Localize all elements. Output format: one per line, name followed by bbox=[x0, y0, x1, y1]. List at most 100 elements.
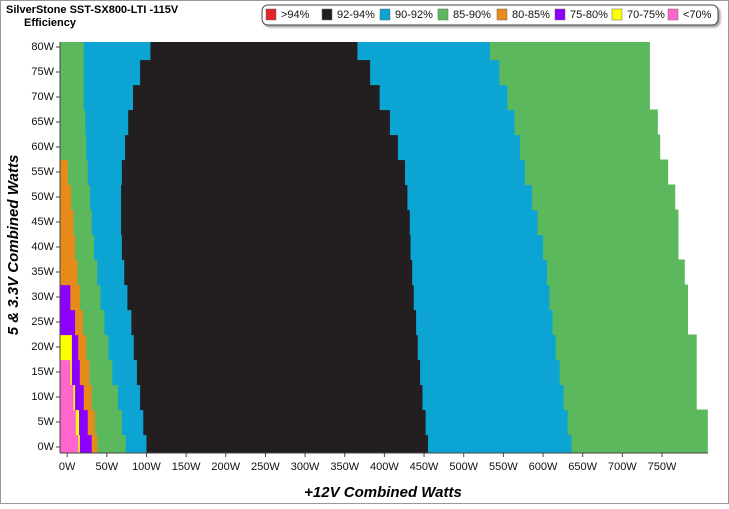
y-axis-title: 5 & 3.3V Combined Watts bbox=[5, 155, 22, 336]
efficiency-region bbox=[507, 84, 650, 111]
efficiency-region bbox=[60, 409, 77, 436]
efficiency-region bbox=[60, 359, 71, 386]
efficiency-region bbox=[409, 209, 539, 236]
efficiency-region bbox=[90, 184, 122, 211]
x-tick-label: 0W bbox=[59, 461, 76, 473]
efficiency-region bbox=[121, 159, 406, 186]
efficiency-region bbox=[87, 159, 123, 186]
efficiency-region bbox=[83, 59, 141, 86]
efficiency-region bbox=[94, 234, 123, 261]
x-axis-title: +12V Combined Watts bbox=[304, 484, 462, 501]
legend-label: 85-90% bbox=[453, 9, 491, 21]
y-tick-label: 55W bbox=[31, 166, 54, 178]
efficiency-region bbox=[150, 42, 359, 61]
legend-swatch bbox=[611, 8, 623, 21]
x-tick-label: 450W bbox=[410, 461, 439, 473]
efficiency-region bbox=[563, 384, 697, 411]
efficiency-region bbox=[412, 259, 548, 286]
efficiency-region bbox=[60, 184, 72, 211]
x-tick-label: 550W bbox=[489, 461, 518, 473]
x-tick-label: 750W bbox=[648, 461, 677, 473]
y-tick-label: 70W bbox=[31, 91, 54, 103]
legend-label: 80-85% bbox=[512, 9, 550, 21]
x-tick-label: 700W bbox=[608, 461, 637, 473]
efficiency-region bbox=[546, 259, 685, 286]
legend-swatch bbox=[379, 8, 391, 21]
efficiency-region bbox=[389, 109, 516, 136]
legend-box bbox=[261, 4, 719, 26]
efficiency-region bbox=[397, 134, 521, 161]
efficiency-region bbox=[91, 434, 98, 453]
efficiency-region bbox=[70, 284, 81, 311]
efficiency-region bbox=[104, 309, 132, 336]
legend-label: 75-80% bbox=[570, 9, 608, 21]
efficiency-region bbox=[357, 42, 491, 61]
efficiency-region bbox=[83, 42, 152, 61]
efficiency-region bbox=[78, 434, 81, 453]
y-tick-label: 5W bbox=[38, 416, 55, 428]
y-tick-label: 25W bbox=[31, 316, 54, 328]
efficiency-region bbox=[127, 284, 415, 311]
efficiency-region bbox=[112, 359, 138, 386]
legend-swatch bbox=[321, 8, 333, 21]
efficiency-region bbox=[121, 209, 411, 236]
efficiency-region bbox=[128, 109, 391, 136]
legend-swatch bbox=[496, 8, 508, 21]
efficiency-region bbox=[83, 84, 134, 111]
efficiency-region bbox=[143, 409, 427, 436]
efficiency-region bbox=[79, 284, 102, 311]
efficiency-region bbox=[60, 434, 79, 453]
chart-subtitle: Efficiency bbox=[24, 17, 77, 29]
efficiency-region bbox=[60, 134, 87, 161]
x-tick-label: 400W bbox=[370, 461, 399, 473]
efficiency-region bbox=[89, 359, 113, 386]
efficiency-region bbox=[524, 159, 669, 186]
x-tick-label: 500W bbox=[449, 461, 478, 473]
efficiency-region bbox=[428, 434, 573, 453]
efficiency-region bbox=[86, 134, 126, 161]
legend-swatch bbox=[554, 8, 566, 21]
efficiency-region bbox=[75, 234, 95, 261]
efficiency-region bbox=[124, 259, 413, 286]
efficiency-region bbox=[132, 84, 381, 111]
efficiency-region bbox=[100, 284, 129, 311]
efficiency-region bbox=[75, 309, 84, 336]
y-tick-label: 35W bbox=[31, 266, 54, 278]
efficiency-region bbox=[87, 409, 96, 436]
efficiency-region bbox=[133, 334, 419, 361]
efficiency-region bbox=[83, 384, 93, 411]
efficiency-region bbox=[71, 334, 79, 361]
efficiency-region bbox=[60, 159, 69, 186]
efficiency-region bbox=[140, 59, 371, 86]
efficiency-region bbox=[67, 159, 89, 186]
efficiency-region bbox=[60, 284, 71, 311]
efficiency-region bbox=[537, 209, 679, 236]
efficiency-region bbox=[75, 409, 80, 436]
efficiency-region bbox=[78, 334, 87, 361]
efficiency-region bbox=[417, 334, 557, 361]
efficiency-region bbox=[108, 334, 135, 361]
y-tick-label: 40W bbox=[31, 241, 54, 253]
x-tick-label: 150W bbox=[172, 461, 201, 473]
efficiency-region bbox=[60, 384, 75, 411]
efficiency-region bbox=[73, 209, 93, 236]
y-tick-label: 10W bbox=[31, 391, 54, 403]
efficiency-region bbox=[121, 184, 408, 211]
efficiency-region bbox=[422, 384, 565, 411]
legend-label: 70-75% bbox=[627, 9, 665, 21]
efficiency-region bbox=[552, 309, 688, 336]
y-tick-label: 15W bbox=[31, 366, 54, 378]
efficiency-region bbox=[79, 359, 90, 386]
y-tick-label: 50W bbox=[31, 191, 54, 203]
efficiency-region bbox=[91, 384, 119, 411]
legend-label: <70% bbox=[683, 9, 712, 21]
x-tick-label: 100W bbox=[132, 461, 161, 473]
efficiency-region bbox=[413, 284, 550, 311]
y-tick-label: 45W bbox=[31, 216, 54, 228]
efficiency-region bbox=[91, 209, 122, 236]
efficiency-region bbox=[379, 84, 508, 111]
legend-label: 90-92% bbox=[395, 9, 433, 21]
efficiency-region bbox=[94, 409, 123, 436]
efficiency-region bbox=[131, 309, 417, 336]
